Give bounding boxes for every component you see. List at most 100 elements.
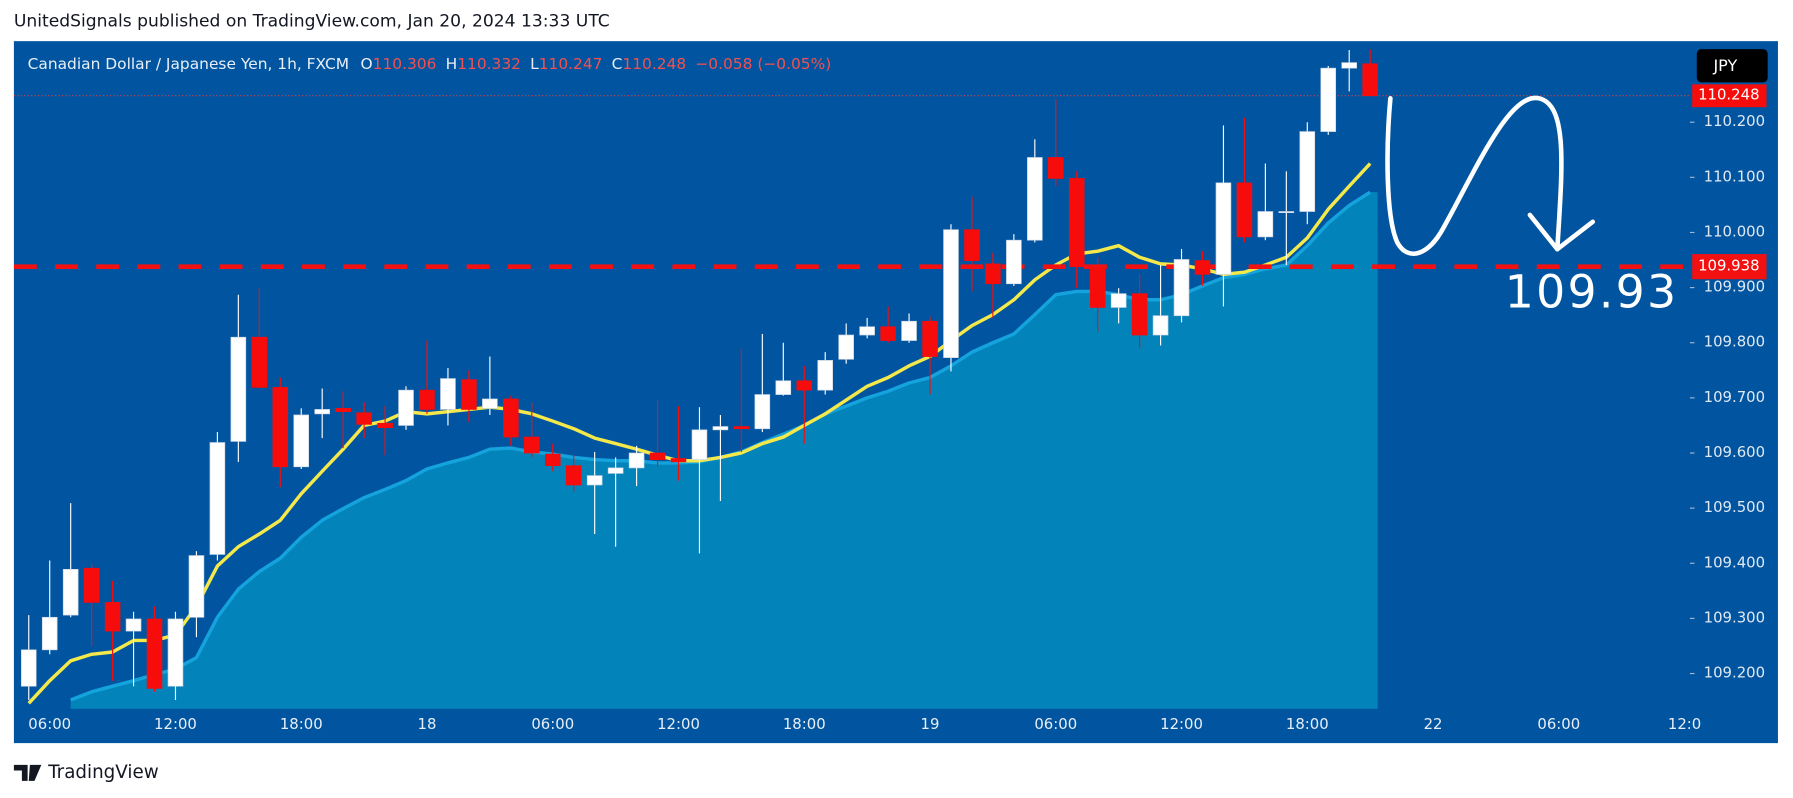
y-tick-label: 109.600: [1704, 443, 1765, 461]
low-value: 110.247: [539, 55, 603, 73]
candle-body: [167, 618, 184, 687]
candle-body: [1320, 67, 1337, 132]
y-tick-label: 110.200: [1704, 112, 1765, 130]
close-value: 110.248: [622, 55, 686, 73]
open-value: 110.306: [373, 55, 437, 73]
candle-body: [628, 452, 645, 469]
ohlc-label: C: [612, 55, 623, 73]
candle-body: [1257, 211, 1274, 238]
y-tick-label: 109.800: [1704, 333, 1765, 351]
overlay-area: [70, 192, 1378, 709]
candle-body: [1236, 182, 1253, 238]
candle-body: [1027, 157, 1043, 241]
candle-body: [796, 380, 813, 391]
x-tick-label: 12:00: [657, 715, 700, 733]
candle-body: [188, 555, 205, 618]
last-price-badge: [1692, 84, 1767, 108]
candle-body: [419, 389, 435, 410]
candle-body: [356, 412, 372, 425]
candle-body: [1362, 63, 1378, 97]
forecast-arrow: [1385, 95, 1564, 256]
candle-body: [649, 452, 666, 460]
y-tick-label: 109.400: [1704, 553, 1765, 571]
candle-body: [712, 426, 729, 431]
candle-body: [985, 263, 1001, 285]
x-tick-label: 06:00: [1537, 715, 1580, 733]
candle-body: [125, 618, 142, 632]
x-tick-label: 18:00: [783, 715, 826, 733]
x-tick-label: 06:00: [1034, 715, 1077, 733]
candle-body: [20, 649, 37, 687]
y-tick-label: 109.900: [1704, 278, 1765, 296]
candle-body: [251, 336, 268, 388]
candle-body: [524, 436, 540, 454]
candle-body: [1152, 315, 1169, 336]
candle-body: [83, 567, 100, 603]
candle-body: [733, 426, 750, 430]
publish-header: UnitedSignals published on TradingView.c…: [14, 12, 610, 32]
candle-body: [859, 326, 875, 336]
candle-body: [1278, 211, 1295, 214]
candle-body: [817, 360, 833, 391]
candle-body: [670, 458, 687, 463]
x-tick-label: 18:00: [1286, 715, 1329, 733]
ohlc-label: H: [446, 55, 458, 73]
x-tick-label: 18:00: [280, 715, 323, 733]
candle-body: [754, 394, 771, 430]
candle-body: [607, 467, 624, 474]
candle-body: [1110, 293, 1127, 308]
ohlc-label: L: [530, 55, 539, 73]
symbol-legend: Canadian Dollar / Japanese Yen, 1h, FXCM…: [28, 55, 832, 73]
candle-body: [838, 334, 854, 360]
candle-body: [335, 408, 351, 412]
candle-body: [544, 453, 561, 467]
x-tick-label: 22: [1424, 715, 1443, 733]
y-tick-label: 109.200: [1704, 664, 1765, 682]
candle-body: [1089, 268, 1106, 308]
y-tick-label: 109.300: [1704, 608, 1765, 626]
candle-body: [209, 442, 226, 555]
x-tick-label: 19: [921, 715, 940, 733]
candle-body: [901, 320, 917, 341]
candle-body: [461, 379, 477, 410]
high-value: 110.332: [457, 55, 521, 73]
x-tick-label: 12:00: [1160, 715, 1203, 733]
candle-body: [775, 380, 792, 395]
arrow-head: [1527, 212, 1596, 252]
y-tick-label: 109.700: [1704, 388, 1765, 406]
y-tick-label: 110.000: [1704, 222, 1765, 240]
candle-body: [1131, 293, 1148, 336]
candle-body: [691, 429, 708, 460]
candle-body: [880, 326, 896, 341]
candle-body: [146, 618, 163, 689]
change: −0.058 (−0.05%): [695, 55, 831, 73]
level-label: 109.938: [1698, 257, 1759, 275]
symbol: Canadian Dollar / Japanese Yen, 1h, FXCM: [28, 55, 349, 73]
candle-body: [1006, 239, 1022, 285]
candle-body: [440, 378, 456, 410]
candle-body: [293, 414, 310, 468]
candle-body: [1341, 62, 1357, 69]
last-price-label: 110.248: [1698, 86, 1759, 104]
currency[interactable]: JPY: [1712, 56, 1737, 75]
plot-area: [13, 49, 1690, 709]
y-tick-label: 110.100: [1704, 167, 1765, 185]
candle-body: [398, 389, 414, 426]
x-tick-label: 18: [418, 715, 437, 733]
candle-body: [1299, 131, 1316, 212]
currency-badge[interactable]: [1696, 49, 1768, 83]
candle-body: [314, 409, 330, 415]
candle-body: [41, 616, 58, 651]
candle-body: [1194, 260, 1211, 275]
candle-body: [482, 398, 498, 409]
candle-body: [1068, 178, 1085, 267]
brand-logo: [13, 764, 42, 781]
x-tick-label: 12:0: [1668, 715, 1701, 733]
candle-body: [104, 602, 121, 632]
candle-body: [377, 422, 393, 428]
candle-body: [964, 229, 980, 261]
candle-body: [1173, 259, 1190, 317]
brand: TradingView: [47, 762, 159, 783]
